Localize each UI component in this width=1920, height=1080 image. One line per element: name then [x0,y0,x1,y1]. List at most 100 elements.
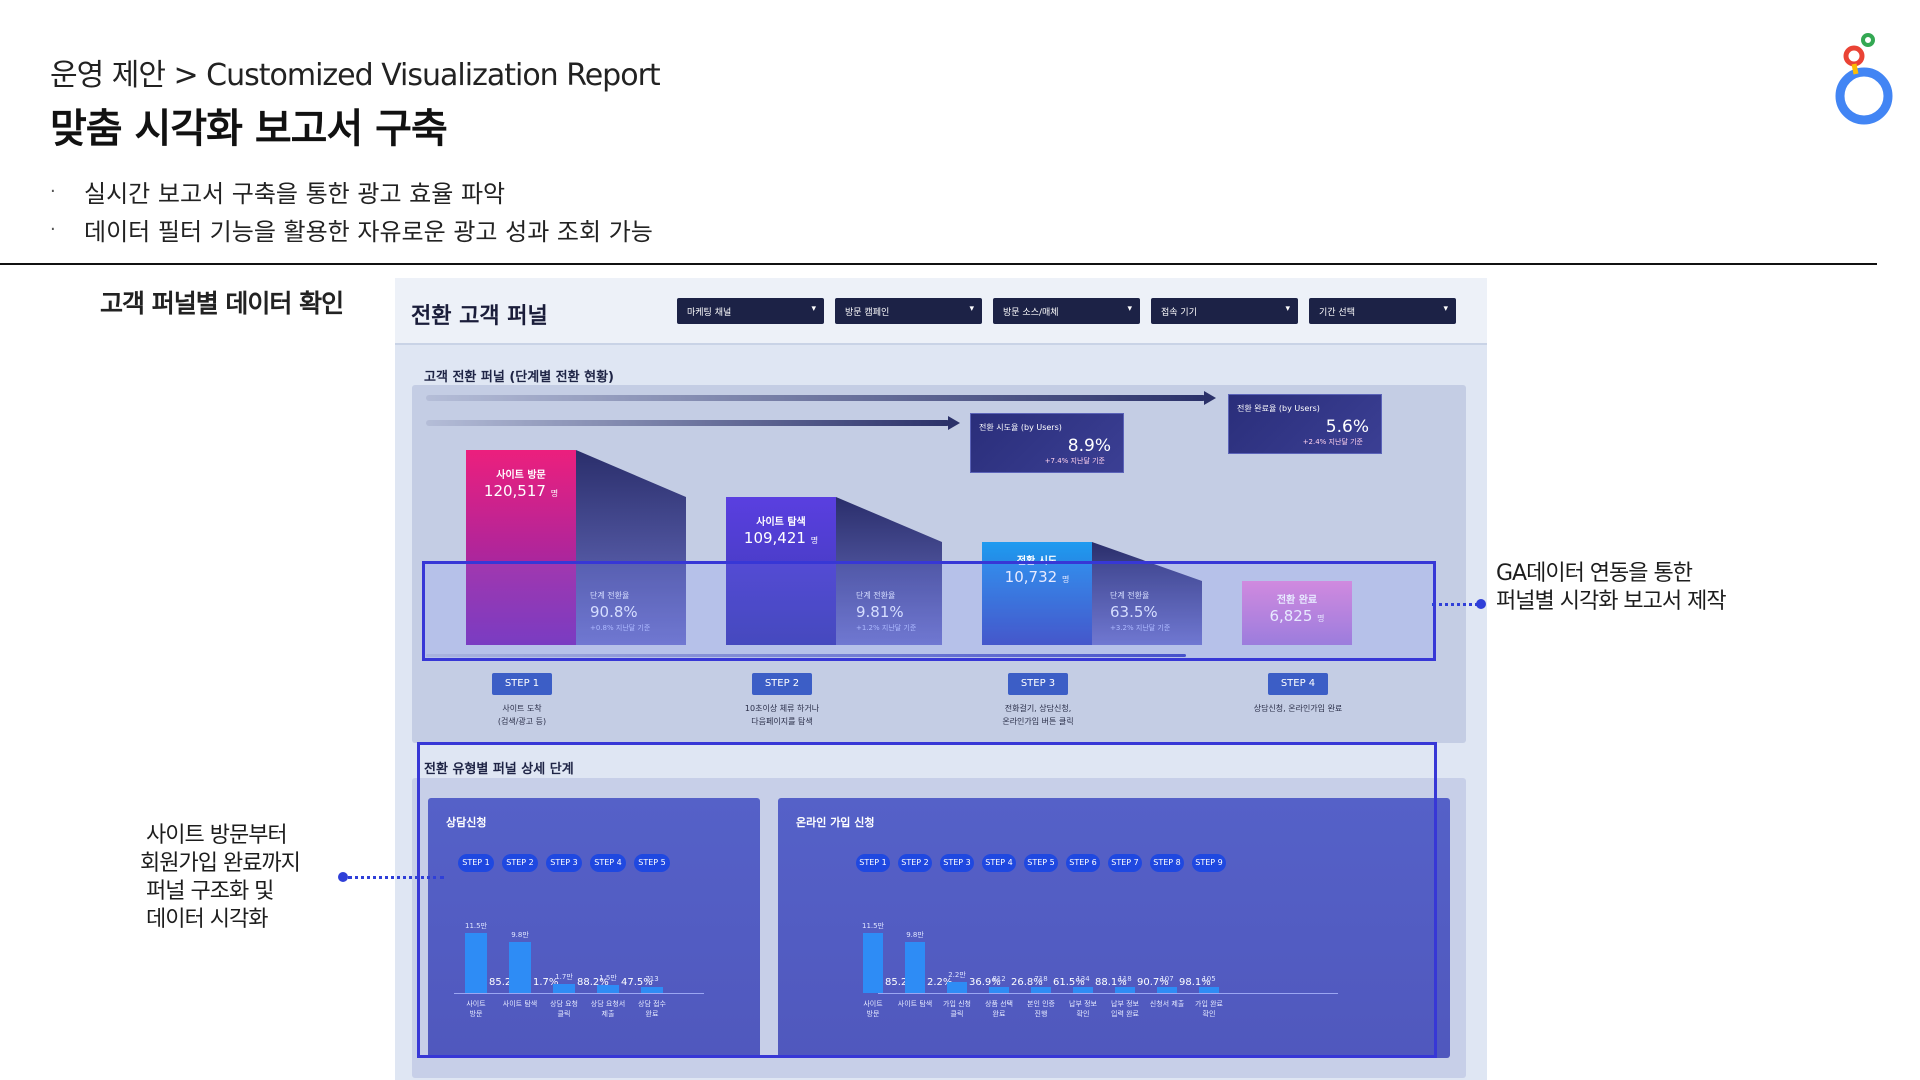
filter-campaign[interactable]: 방문 캠페인 ▾ [835,298,982,324]
detail-panel-title: 전환 유형별 퍼널 상세 단계 [424,762,574,777]
funnel-slope-shapes [576,450,1202,645]
highlight-box-funnel [422,561,1436,661]
step-pill: STEP 4 [982,854,1016,872]
bar-unit: 명 [1061,575,1070,584]
step-desc: 전화걸기, 상담신청, 온라인가입 버튼 클릭 [963,702,1113,728]
filter-device[interactable]: 접속 기기 ▾ [1151,298,1298,324]
mini-rate: 98.1% [1179,977,1211,988]
breadcrumb: 운영 제안 > Customized Visualization Report [50,58,661,93]
mini-bar-value: 134 [1076,975,1090,983]
bullet-list: · 실시간 보고서 구축을 통한 광고 효율 파악 · 데이터 필터 기능을 활용한… [50,172,653,248]
funnel-panel-title: 고객 전환 퍼널 (단계별 전환 현황) [424,370,614,385]
conversion-sub: +0.8% 지난달 기준 [590,624,651,632]
bar-label: 사이트 탐색 [756,517,806,528]
annotation-connector [1432,603,1478,606]
mini-bar-value: 1.7만 [555,973,573,981]
mini-rate: 88.1% [1095,977,1127,988]
mini-axis-label: 본인 인증 진행 [1027,1000,1055,1018]
mini-bar-value: 107 [1160,975,1174,983]
filter-label: 마케팅 채널 [687,308,732,318]
arrow-head-icon [1204,391,1216,405]
step-desc: 상담신청, 온라인가입 완료 [1223,702,1373,715]
funnel-bar-explore: 사이트 탐색 109,421 명 [726,497,836,645]
bullet-marker: · [50,180,56,202]
mini-axis-label: 사이트 탐색 [897,1000,933,1008]
rate-card-complete: 전환 완료율 (by Users) 5.6% +2.4% 지난달 기준 [1228,394,1382,454]
detail-right-title: 온라인 가입 신청 [796,816,875,829]
mini-bar [863,933,883,993]
filter-label: 방문 소스/매체 [1003,308,1059,318]
step-desc-line: 온라인가입 버튼 클릭 [1002,717,1074,726]
filter-marketing-channel[interactable]: 마케팅 채널 ▾ [677,298,824,324]
funnel-bar-complete: 전환 완료 6,825 명 [1242,581,1352,645]
mini-axis-label: 상담 요청 클릭 [550,1000,578,1018]
step-badge: STEP 2 [752,673,812,695]
filter-date-range[interactable]: 기간 선택 ▾ [1309,298,1456,324]
conversion-value: 90.8% [590,603,638,621]
step-pill: STEP 5 [1024,854,1058,872]
looker-studio-logo-icon [1835,33,1893,125]
conversion-rate: 단계 전환율 63.5% +3.2% 지난달 기준 [1110,590,1170,633]
funnel-slope [576,450,686,645]
mini-baseline [454,993,704,994]
mini-axis-label: 사이트 탐색 [502,1000,538,1008]
detail-right-panel: 온라인 가입 신청 STEP 1 11.5만 사이트 방문 85.2% STEP 2 9.8… [778,798,1450,1058]
mini-bar-value: 713 [645,975,659,983]
step-badge: STEP 1 [492,673,552,695]
step-desc: 10초이상 체류 하거나 다음페이지를 탐색 [707,702,857,728]
step-pill: STEP 5 [634,854,670,872]
mini-bar [947,981,967,993]
bar-number: 6,825 [1269,607,1313,625]
step-desc-line: 다음페이지를 탐색 [751,717,813,726]
annotation-right: GA데이터 연동을 통한 퍼널별 시각화 보고서 제작 [1496,560,1727,616]
mini-rate: 2.2% [927,977,953,988]
conversion-value: 63.5% [1110,603,1158,621]
bullet-text: 실시간 보고서 구축을 통한 광고 효율 파악 [84,179,506,208]
rate-card-value: 5.6% [1325,417,1369,437]
conversion-label: 단계 전환율 [1110,591,1150,600]
dashboard-header: 전환 고객 퍼널 마케팅 채널 ▾ 방문 캠페인 ▾ 방문 소스/매체 ▾ 접속 기기… [395,278,1487,345]
filter-label: 기간 선택 [1319,308,1355,318]
step-pill: STEP 9 [1192,854,1226,872]
header-divider [0,263,1877,265]
arrow-line [426,654,1186,657]
annotation-line: 회원가입 완료까지 [140,851,301,876]
bullet-item: · 데이터 필터 기능을 활용한 자유로운 광고 성과 조회 가능 [50,210,653,248]
rate-card-sub: +2.4% 지난달 기준 [1302,438,1363,446]
bar-unit: 명 [1317,614,1325,623]
filter-label: 접속 기기 [1161,308,1197,318]
conversion-sub: +1.2% 지난달 기준 [856,624,917,632]
mini-bar-value: 9.8만 [906,931,924,939]
funnel-slope [836,497,942,645]
mini-rate: 85.2% [885,977,917,988]
conversion-value: 9.81% [856,603,904,621]
mini-axis-label: 사이트 방문 [466,1000,486,1018]
bar-number: 10,732 [1004,568,1058,586]
mini-rate: 47.5% [621,977,653,988]
annotation-line: 퍼널 구조화 및 [146,879,274,904]
page-title: 맞춤 시각화 보고서 구축 [50,106,448,152]
rate-card-attempt: 전환 시도율 (by Users) 8.9% +7.4% 지난달 기준 [970,413,1124,473]
step-desc-line: 사이트 도착 [502,704,542,713]
mini-axis-label: 납부 정보 확인 [1069,1000,1097,1018]
chevron-down-icon: ▾ [1127,304,1132,314]
bar-label: 전환 완료 [1276,595,1318,606]
mini-bar [1157,987,1177,993]
mini-bar-value: 812 [992,975,1006,983]
conversion-label: 단계 전환율 [590,591,630,600]
bar-value: 120,517 명 [466,482,576,500]
mini-rate: 88.2% [577,977,609,988]
mini-bar-value: 1.5만 [599,974,617,983]
step-pill: STEP 6 [1066,854,1100,872]
bar-number: 109,421 [743,529,806,547]
arrow-line [426,420,950,426]
mini-bar [509,942,531,993]
step-pill: STEP 2 [898,854,932,872]
chevron-down-icon: ▾ [969,304,974,314]
annotation-line: 데이터 시각화 [146,907,268,932]
arrow-line [426,395,1206,401]
step-pill: STEP 3 [546,854,582,872]
mini-bar-value: 105 [1202,975,1216,983]
rate-card-label: 전환 시도율 (by Users) [979,423,1062,432]
filter-source-medium[interactable]: 방문 소스/매체 ▾ [993,298,1140,324]
